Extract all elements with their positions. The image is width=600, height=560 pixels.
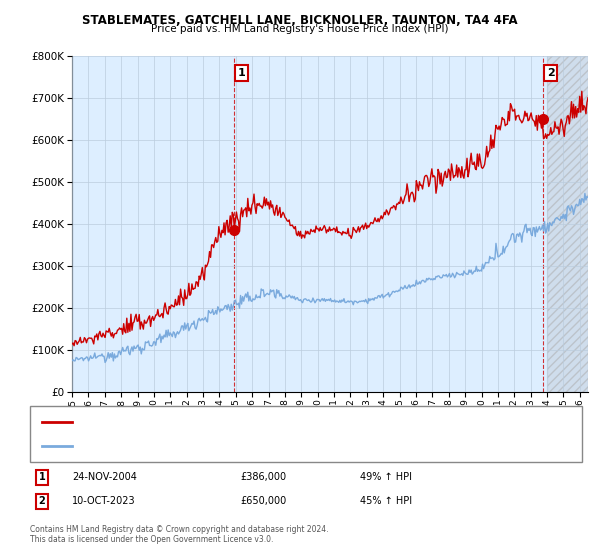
Text: STABLEMATES, GATCHELL LANE, BICKNOLLER, TAUNTON, TA4 4FA: STABLEMATES, GATCHELL LANE, BICKNOLLER, … [82, 14, 518, 27]
Text: 1: 1 [238, 68, 245, 78]
Text: 24-NOV-2004: 24-NOV-2004 [72, 472, 137, 482]
Text: 2: 2 [547, 68, 554, 78]
Bar [547, 56, 588, 392]
Text: 45% ↑ HPI: 45% ↑ HPI [360, 496, 412, 506]
Text: 49% ↑ HPI: 49% ↑ HPI [360, 472, 412, 482]
Text: HPI: Average price, detached house, Somerset: HPI: Average price, detached house, Some… [78, 442, 289, 451]
Text: £650,000: £650,000 [240, 496, 286, 506]
Text: Price paid vs. HM Land Registry's House Price Index (HPI): Price paid vs. HM Land Registry's House … [151, 24, 449, 34]
Text: 10-OCT-2023: 10-OCT-2023 [72, 496, 136, 506]
Text: 2: 2 [38, 496, 46, 506]
Text: £386,000: £386,000 [240, 472, 286, 482]
Bar [547, 56, 588, 392]
Text: 1: 1 [38, 472, 46, 482]
Text: STABLEMATES, GATCHELL LANE, BICKNOLLER, TAUNTON, TA4 4FA (detached house): STABLEMATES, GATCHELL LANE, BICKNOLLER, … [78, 417, 454, 426]
Text: Contains HM Land Registry data © Crown copyright and database right 2024.
This d: Contains HM Land Registry data © Crown c… [30, 525, 329, 544]
